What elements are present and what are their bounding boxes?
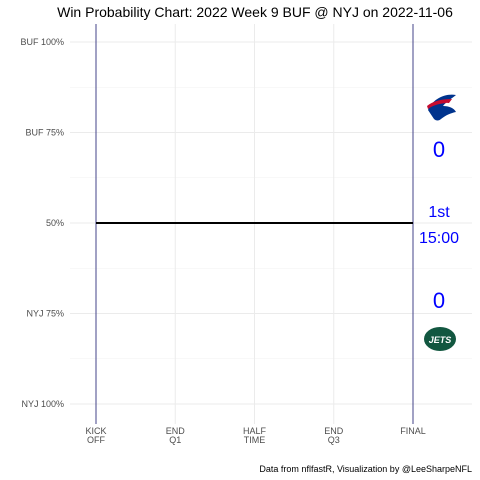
x-tick-label: Q3 — [328, 435, 340, 445]
quarter-label: 1st — [428, 204, 450, 221]
y-axis: BUF 100% BUF 75% 50% NYJ 75% NYJ 100% — [20, 37, 64, 409]
x-tick-label: END — [166, 426, 186, 436]
buf-score: 0 — [433, 137, 445, 162]
y-tick-label: 50% — [46, 218, 64, 228]
x-tick-label: TIME — [244, 435, 266, 445]
x-tick-label: HALF — [243, 426, 267, 436]
nyj-score: 0 — [433, 288, 445, 313]
y-tick-label: NYJ 100% — [21, 399, 64, 409]
y-tick-label: BUF 75% — [25, 128, 64, 138]
jets-logo-text: JETS — [429, 335, 452, 345]
x-tick-label: Q1 — [169, 435, 181, 445]
buf-logo — [427, 94, 456, 121]
x-tick-label: FINAL — [400, 426, 426, 436]
jets-logo-oval — [424, 327, 456, 351]
bills-logo-eye — [445, 102, 449, 106]
x-tick-label: END — [324, 426, 344, 436]
bills-logo-stripe — [427, 99, 452, 109]
game-clock: 15:00 — [419, 230, 459, 247]
y-tick-label: NYJ 75% — [26, 309, 64, 319]
bills-logo-body — [428, 94, 456, 121]
y-tick-label: BUF 100% — [20, 37, 64, 47]
chart-title: Win Probability Chart: 2022 Week 9 BUF @… — [57, 4, 453, 20]
x-tick-label: KICK — [85, 426, 106, 436]
chart-caption: Data from nflfastR, Visualization by @Le… — [259, 464, 472, 474]
nyj-logo: JETS — [424, 327, 456, 351]
x-tick-label: OFF — [87, 435, 105, 445]
